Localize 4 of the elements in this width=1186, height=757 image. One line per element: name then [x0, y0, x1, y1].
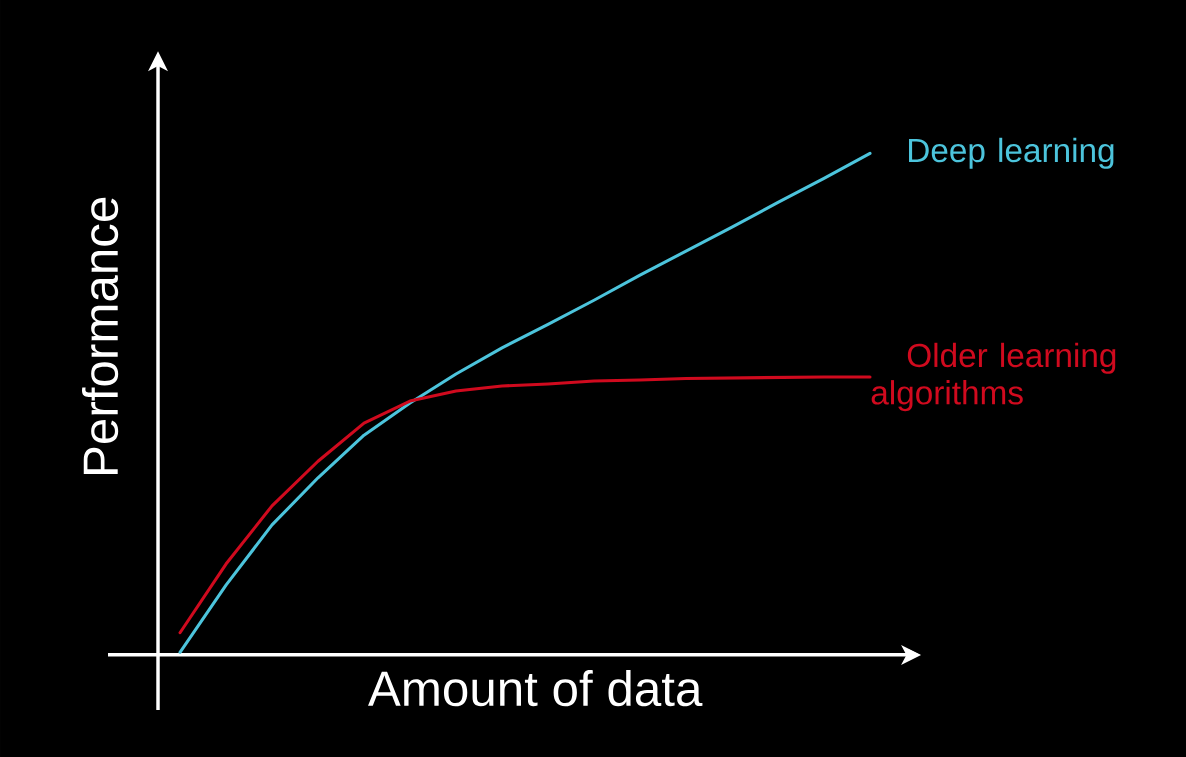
- series-label: Deep learning: [909, 137, 1114, 169]
- x-axis-title: Amount of data: [368, 670, 703, 707]
- series-label: Older learning algorithms: [871, 342, 1116, 412]
- y-axis-title: Performance: [82, 197, 119, 474]
